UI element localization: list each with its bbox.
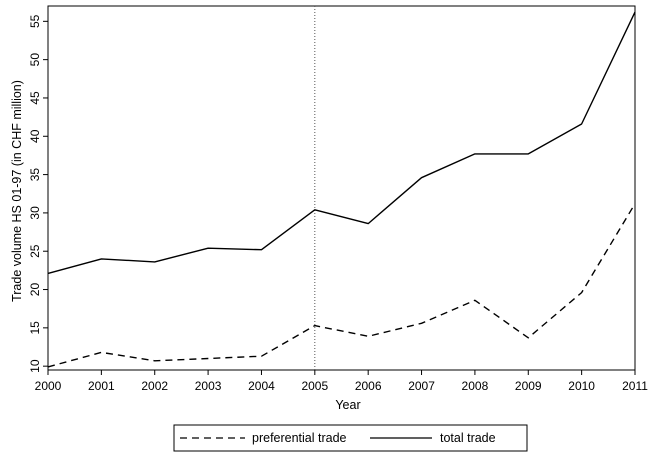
x-tick-label: 2000 <box>35 379 62 393</box>
series-layer <box>47 11 636 368</box>
y-tick-label: 10 <box>28 359 42 373</box>
y-tick-label: 50 <box>28 53 42 67</box>
y-tick-label: 25 <box>28 244 42 258</box>
x-tick-label: 2007 <box>408 379 435 393</box>
x-tick-label: 2010 <box>568 379 595 393</box>
legend: preferential trade total trade <box>173 424 528 452</box>
legend-label-total-trade: total trade <box>440 431 496 445</box>
y-tick-label: 55 <box>28 14 42 28</box>
x-axis-title: Year <box>335 398 360 412</box>
x-tick-label: 2008 <box>462 379 489 393</box>
x-tick-label: 2005 <box>301 379 328 393</box>
x-tick-label: 2009 <box>515 379 542 393</box>
y-tick-label: 45 <box>28 91 42 105</box>
x-axis-ticks: 2000 2001 2002 2003 2004 2005 2006 2007 2008 2009… <box>35 370 648 393</box>
y-tick-label: 35 <box>28 168 42 182</box>
x-tick-label: 2004 <box>248 379 275 393</box>
x-tick-label: 2002 <box>141 379 168 393</box>
y-tick-label: 15 <box>28 321 42 335</box>
plot-frame <box>47 5 636 371</box>
y-tick-label: 40 <box>28 129 42 143</box>
x-tick-label: 2003 <box>195 379 222 393</box>
series-line-total-trade <box>47 11 636 275</box>
x-tick-label: 2011 <box>622 379 648 393</box>
x-tick-label: 2001 <box>88 379 115 393</box>
x-tick-label: 2006 <box>355 379 382 393</box>
y-axis-ticks: 10 15 20 25 30 35 40 45 50 55 <box>28 14 48 373</box>
y-tick-label: 20 <box>28 283 42 297</box>
plot-area <box>47 5 636 371</box>
y-tick-label: 30 <box>28 206 42 220</box>
y-axis-title: Trade volume HS 01-97 (in CHF million) <box>10 80 24 302</box>
series-line-preferential-trade <box>47 203 636 368</box>
legend-label-preferential-trade: preferential trade <box>252 431 347 445</box>
